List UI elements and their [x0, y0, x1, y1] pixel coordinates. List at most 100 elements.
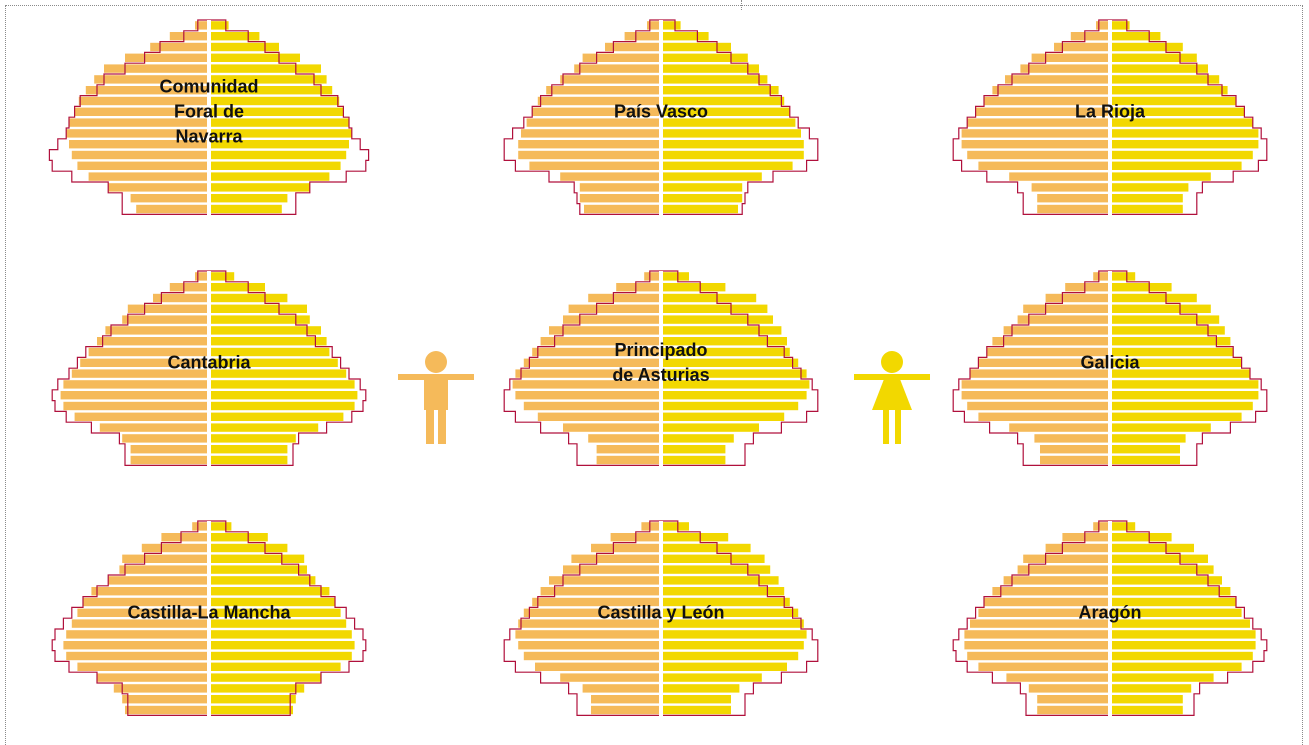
female-bar [661, 587, 785, 596]
female-bar [661, 641, 804, 650]
male-bar [141, 543, 209, 553]
reference-outline-female [209, 520, 367, 716]
female-bar [1110, 293, 1197, 303]
male-bar [986, 347, 1110, 357]
pyramid-chart: Galicia [952, 270, 1268, 468]
male-bar [964, 630, 1110, 639]
male-bar [1093, 522, 1110, 531]
male-bar [1096, 21, 1110, 30]
male-bar [515, 391, 661, 400]
female-bar [1110, 358, 1242, 367]
female-bar [209, 183, 310, 192]
male-bar [122, 315, 209, 324]
reference-outline-male [952, 19, 1110, 215]
male-bar [88, 347, 209, 357]
female-bar [661, 619, 804, 628]
center-axis [207, 20, 211, 217]
male-bar [1034, 434, 1110, 443]
female-bar [209, 204, 282, 214]
male-bar [540, 587, 661, 596]
male-bar [83, 597, 209, 607]
female-bar [209, 673, 321, 682]
female-bar [209, 455, 288, 465]
female-bar [661, 129, 801, 138]
female-bar [661, 554, 765, 563]
female-bar [1110, 204, 1183, 214]
male-bar [77, 161, 210, 170]
male-bar [518, 140, 661, 149]
male-bar [1003, 576, 1110, 585]
female-bar [661, 118, 796, 127]
reference-outline-female [661, 270, 819, 466]
female-bar [1110, 53, 1197, 62]
male-bar [125, 53, 209, 62]
male-bar [88, 172, 209, 181]
male-bar [641, 522, 661, 531]
female-bar [209, 565, 307, 574]
female-bar [1110, 194, 1183, 203]
female-figure-icon [854, 351, 930, 444]
female-bar [1110, 630, 1256, 639]
female-bar [209, 64, 321, 73]
female-bar [209, 150, 347, 160]
male-bar [529, 161, 661, 170]
male-bar [568, 304, 661, 313]
female-bar [661, 705, 731, 715]
female-bar [661, 369, 807, 378]
female-bar [1110, 587, 1231, 596]
female-bar [661, 695, 731, 704]
male-bar [74, 412, 209, 421]
center-axis [659, 20, 663, 217]
female-bar [661, 140, 804, 149]
male-bar [1093, 272, 1110, 281]
male-bar [978, 608, 1110, 617]
male-bar [515, 369, 661, 378]
male-bar [74, 107, 209, 116]
female-bar [1110, 75, 1220, 84]
female-bar [209, 662, 341, 671]
male-bar [644, 272, 661, 281]
female-bar [661, 445, 726, 454]
male-bar [161, 533, 209, 542]
female-bar [1110, 107, 1245, 116]
chart-title: País Vasco [614, 101, 708, 121]
female-bar [1110, 32, 1161, 41]
female-bar [1110, 576, 1222, 585]
female-bar [1110, 304, 1211, 313]
female-bar [661, 96, 785, 106]
female-bar [1110, 445, 1180, 454]
male-bar [523, 401, 661, 411]
female-bar [1110, 42, 1183, 52]
male-bar [1037, 705, 1110, 715]
female-bar [1110, 705, 1183, 715]
male-bar [964, 641, 1110, 650]
male-bar [130, 455, 209, 465]
male-bar [1045, 543, 1110, 553]
male-bar [119, 565, 209, 574]
male-bar [153, 293, 209, 303]
male-bar [1062, 533, 1110, 542]
female-bar [661, 161, 793, 170]
female-bar [1110, 326, 1225, 335]
male-bar [574, 64, 661, 73]
male-bar [1023, 554, 1110, 563]
female-bar [1110, 315, 1220, 324]
male-bar [591, 705, 661, 715]
female-bar [1110, 522, 1136, 531]
female-bar [661, 150, 804, 160]
chart-title: Comunidad [160, 76, 259, 96]
male-bar [978, 161, 1110, 170]
male-bar [584, 204, 661, 214]
male-bar [192, 522, 209, 531]
male-bar [563, 315, 661, 324]
male-bar [78, 96, 209, 106]
male-bar [108, 183, 209, 192]
female-bar [209, 107, 344, 116]
female-bar [209, 140, 349, 149]
female-bar [661, 565, 771, 574]
female-bar [209, 380, 355, 389]
male-bar [71, 369, 209, 378]
male-bar [77, 662, 210, 671]
center-axis [207, 521, 211, 718]
male-bar [1006, 673, 1110, 682]
